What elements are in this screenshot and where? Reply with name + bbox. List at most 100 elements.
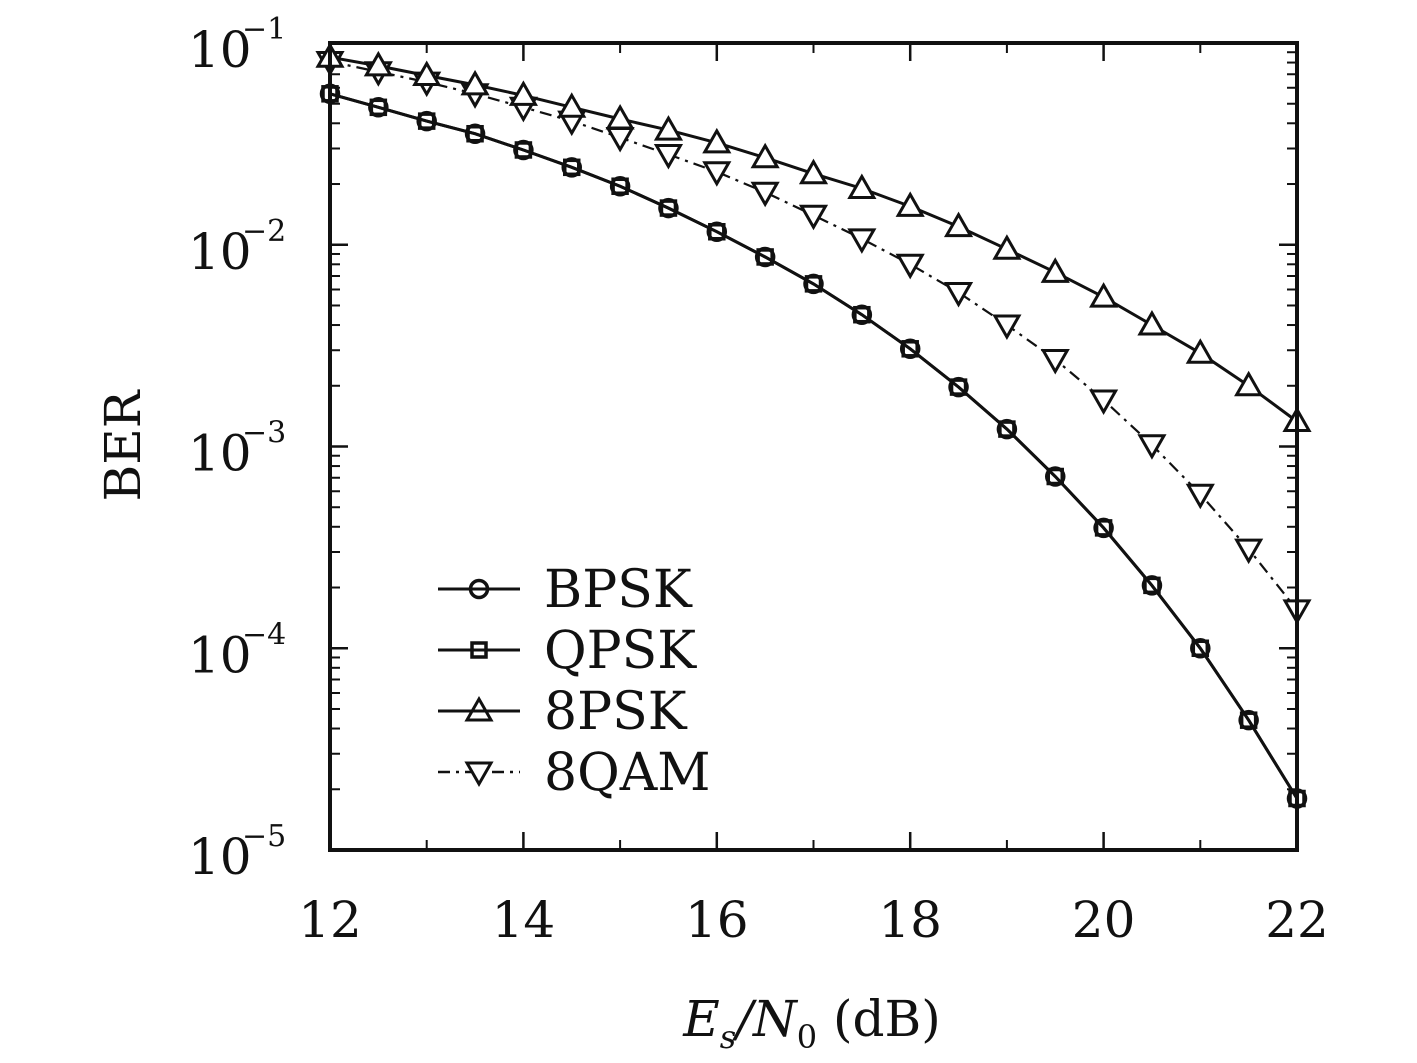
y-tick-label-base: 10 xyxy=(188,626,252,684)
y-tick-label-base: 10 xyxy=(188,425,252,483)
legend-label-8qam: 8QAM xyxy=(544,743,711,803)
legend-label-bpsk: BPSK xyxy=(544,560,693,620)
x-axis-title-sub1: s xyxy=(720,1018,736,1056)
data-point-8psk xyxy=(992,234,1022,260)
data-point-8psk xyxy=(798,158,829,185)
legend-label-8psk: 8PSK xyxy=(544,682,688,742)
data-point-qpsk xyxy=(417,112,436,130)
data-point-8psk xyxy=(943,211,974,238)
legend-entry-bpsk: BPSK xyxy=(438,560,693,620)
data-point-8psk xyxy=(750,142,780,169)
x-axis-title-sub2: 0 xyxy=(797,1018,817,1056)
data-point-8psk xyxy=(1137,310,1167,336)
data-point-8psk xyxy=(412,60,442,87)
data-point-8qam xyxy=(1040,348,1070,375)
x-axis-title-unit: (dB) xyxy=(817,990,941,1048)
data-point-8qam xyxy=(1089,389,1119,416)
legend-entry-8psk: 8PSK xyxy=(438,682,688,742)
legend-marker-bpsk xyxy=(468,578,490,600)
data-point-8psk xyxy=(1089,282,1119,308)
data-point-qpsk xyxy=(1239,711,1258,729)
data-point-qpsk xyxy=(998,420,1016,438)
data-point-8psk xyxy=(702,127,732,154)
data-point-qpsk xyxy=(804,275,823,293)
series-line-8psk xyxy=(329,55,1298,423)
data-point-8qam xyxy=(750,181,780,208)
data-point-qpsk xyxy=(1094,519,1113,537)
y-tick-label-base: 10 xyxy=(188,223,252,281)
data-point-8psk xyxy=(557,92,587,118)
plot-frame xyxy=(328,41,1299,852)
data-point-qpsk xyxy=(756,248,774,266)
data-point-8psk xyxy=(1234,370,1264,397)
data-point-8qam xyxy=(943,281,974,308)
data-point-qpsk xyxy=(563,158,581,177)
data-point-8psk xyxy=(895,191,925,217)
y-tick-label-exponent: −4 xyxy=(242,617,286,652)
data-point-qpsk xyxy=(949,378,968,396)
y-tick-labels: 10−110−210−310−410−5 xyxy=(188,12,286,886)
data-point-8qam xyxy=(847,228,877,254)
data-point-8qam xyxy=(895,253,925,280)
data-point-qpsk xyxy=(1143,576,1161,595)
data-point-8psk xyxy=(508,80,538,106)
y-tick-label: 10−4 xyxy=(188,617,286,684)
legend-entry-qpsk: QPSK xyxy=(438,621,697,681)
data-point-qpsk xyxy=(1046,467,1064,486)
y-tick-label-exponent: −3 xyxy=(242,416,286,451)
data-point-8qam xyxy=(1137,434,1167,460)
series-line-8qam xyxy=(329,60,1298,611)
legend: BPSK QPSK 8PSK 8QAM xyxy=(438,560,711,803)
data-point-8psk xyxy=(1040,257,1070,283)
data-point-qpsk xyxy=(466,124,484,143)
data-point-8psk xyxy=(363,50,393,77)
series-8psk xyxy=(315,42,1312,433)
y-tick-label: 10−3 xyxy=(188,416,286,483)
y-tick-label-exponent: −2 xyxy=(242,214,286,249)
series-line-qpsk xyxy=(329,92,1299,800)
data-point-8psk xyxy=(653,115,684,141)
data-point-qpsk xyxy=(369,98,388,117)
y-tick-label-base: 10 xyxy=(188,21,252,79)
data-point-qpsk xyxy=(708,222,726,241)
y-tick-label: 10−5 xyxy=(188,819,286,886)
y-tick-label-exponent: −5 xyxy=(242,819,286,854)
x-tick-label: 16 xyxy=(685,891,749,949)
x-tick-label: 12 xyxy=(298,891,362,949)
y-tick-label-exponent: −1 xyxy=(242,12,286,47)
data-point-8psk xyxy=(605,103,635,130)
data-point-8psk xyxy=(847,173,877,200)
x-axis-title-slash: /N xyxy=(732,990,799,1048)
x-tick-labels: 12 14 16 18 20 22 xyxy=(298,891,1329,949)
legend-marker-8qam xyxy=(464,761,494,788)
y-tick-label: 10−1 xyxy=(188,12,286,79)
x-tick-label: 22 xyxy=(1265,891,1329,949)
y-tick-label: 10−2 xyxy=(188,214,286,281)
legend-marker-qpsk xyxy=(470,641,488,659)
data-point-qpsk xyxy=(901,340,919,358)
x-tick-label: 14 xyxy=(492,891,556,949)
data-point-qpsk xyxy=(853,305,871,324)
series-layer xyxy=(315,42,1312,809)
legend-entry-8qam: 8QAM xyxy=(438,743,711,803)
x-tick-label: 18 xyxy=(878,891,942,949)
y-axis-title: BER xyxy=(94,389,152,501)
data-point-8psk xyxy=(1185,338,1215,364)
data-point-qpsk xyxy=(611,177,629,195)
data-point-8qam xyxy=(992,314,1022,341)
data-point-8qam xyxy=(605,127,635,153)
y-tick-label-base: 10 xyxy=(188,828,252,886)
data-point-8qam xyxy=(702,161,732,187)
x-axis-title: Es/N0 (dB) xyxy=(682,990,941,1056)
x-axis-title-main: E xyxy=(682,990,720,1048)
legend-marker-8psk xyxy=(464,695,494,722)
data-point-qpsk xyxy=(659,199,678,217)
data-point-8qam xyxy=(1234,538,1264,565)
data-point-8qam xyxy=(1185,483,1215,510)
data-point-qpsk xyxy=(1191,639,1210,657)
data-point-qpsk xyxy=(514,141,533,159)
data-point-8qam xyxy=(653,144,684,170)
x-tick-label: 20 xyxy=(1072,891,1136,949)
data-point-8psk xyxy=(460,69,490,96)
